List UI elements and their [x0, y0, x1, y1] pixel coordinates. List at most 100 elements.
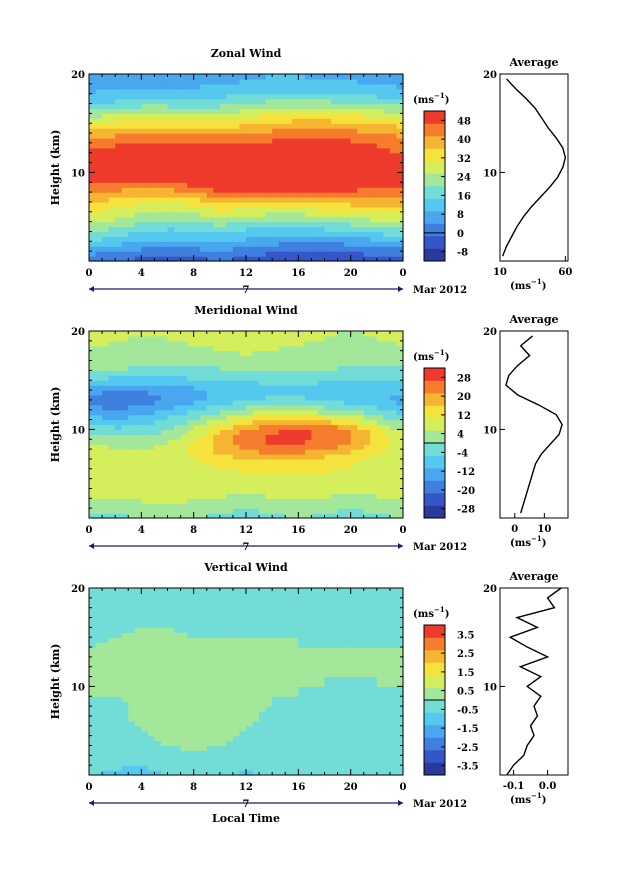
heatmap-cell [363, 399, 371, 406]
heatmap-cell [193, 360, 201, 367]
heatmap-cell [187, 706, 195, 712]
heatmap-cell [311, 162, 319, 169]
heatmap-cell [311, 463, 319, 470]
heatmap-cell [121, 251, 129, 257]
heatmap-cell [180, 201, 188, 208]
heatmap-cell [141, 399, 149, 406]
heatmap-cell [337, 331, 345, 337]
heatmap-cell [167, 206, 175, 213]
heatmap-cell [344, 725, 352, 732]
heatmap-cell [115, 755, 123, 761]
heatmap-cell [285, 360, 293, 367]
heatmap-cell [285, 686, 293, 692]
colorbar-tick-label: 4 [457, 430, 464, 441]
heatmap-cell [226, 350, 234, 357]
heatmap-cell [206, 394, 214, 401]
heatmap-cell [219, 93, 227, 100]
heatmap-cell [147, 360, 156, 367]
heatmap-cell [337, 162, 345, 169]
heatmap-cell [376, 142, 384, 149]
heatmap-cell [180, 360, 188, 367]
heatmap-cell [213, 137, 221, 144]
heatmap-cell [357, 172, 365, 178]
heatmap-cell [298, 231, 306, 237]
heatmap-cell [187, 429, 195, 435]
heatmap-cell [187, 256, 195, 262]
heatmap-cell [317, 123, 326, 129]
heatmap-cell [265, 331, 273, 337]
heatmap-cell [357, 236, 365, 242]
heatmap-cell [167, 360, 175, 367]
heatmap-cell [174, 711, 182, 717]
heatmap-cell [370, 681, 378, 688]
heatmap-cell [89, 498, 97, 504]
heatmap-cell [206, 74, 214, 80]
heatmap-cell [272, 335, 280, 342]
heatmap-cell [187, 103, 195, 110]
heatmap-cell [128, 468, 136, 475]
heatmap-cell [246, 201, 254, 208]
heatmap-cell [259, 103, 267, 110]
heatmap-cell [259, 197, 267, 203]
heatmap-cell [304, 98, 313, 105]
heatmap-cell [304, 493, 313, 499]
heatmap-cell [311, 123, 319, 129]
heatmap-cell [154, 399, 162, 406]
heatmap-cell [252, 221, 260, 228]
heatmap-cell [311, 177, 319, 183]
heatmap-cell [376, 370, 384, 376]
heatmap-cell [141, 236, 149, 242]
heatmap-cell [226, 419, 234, 426]
heatmap-cell [219, 503, 227, 509]
heatmap-cell [154, 365, 162, 371]
heatmap-cell [272, 167, 280, 174]
heatmap-cell [147, 463, 156, 470]
heatmap-cell [213, 429, 221, 435]
heatmap-cell [102, 711, 110, 717]
heatmap-cell [383, 488, 391, 494]
heatmap-cell [298, 458, 306, 465]
heatmap-cell [187, 720, 195, 727]
heatmap-cell [344, 251, 352, 257]
heatmap-cell [95, 335, 103, 342]
heatmap-cell [174, 458, 182, 465]
heatmap-cell [272, 74, 280, 80]
heatmap-cell [226, 177, 234, 183]
heatmap-cell [121, 108, 129, 114]
heatmap-cell [291, 128, 299, 134]
heatmap-cell [219, 691, 227, 697]
heatmap-cell [239, 375, 247, 381]
heatmap-cell [389, 142, 398, 149]
heatmap-cell [272, 444, 280, 450]
heatmap-cell [121, 162, 129, 169]
heatmap-cell [265, 162, 273, 169]
heatmap-cell [265, 241, 273, 247]
heatmap-cell [167, 730, 175, 737]
heatmap-cell [160, 221, 169, 228]
heatmap-cell [357, 701, 365, 707]
heatmap-cell [357, 152, 365, 159]
heatmap-cell [219, 770, 227, 776]
heatmap-cell [174, 399, 182, 406]
heatmap-cell [357, 725, 365, 732]
heatmap-cell [363, 221, 371, 228]
heatmap-cell [160, 706, 169, 712]
heatmap-cell [154, 360, 162, 367]
heatmap-cell [363, 458, 371, 465]
heatmap-cell [317, 409, 326, 416]
heatmap-cell [121, 434, 129, 440]
heatmap-cell [317, 478, 326, 485]
heatmap-cell [187, 375, 195, 381]
heatmap-cell [128, 725, 136, 732]
heatmap-cell [324, 128, 332, 134]
heatmap-cell [147, 676, 156, 683]
heatmap-cell [298, 686, 306, 692]
heatmap-cell [193, 671, 201, 678]
heatmap-cell [389, 187, 398, 193]
heatmap-cell [89, 483, 97, 490]
heatmap-cell [331, 454, 339, 460]
heatmap-cell [389, 468, 398, 475]
heatmap-cell [213, 414, 221, 421]
heatmap-cell [337, 380, 345, 386]
heatmap-cell [376, 701, 384, 707]
